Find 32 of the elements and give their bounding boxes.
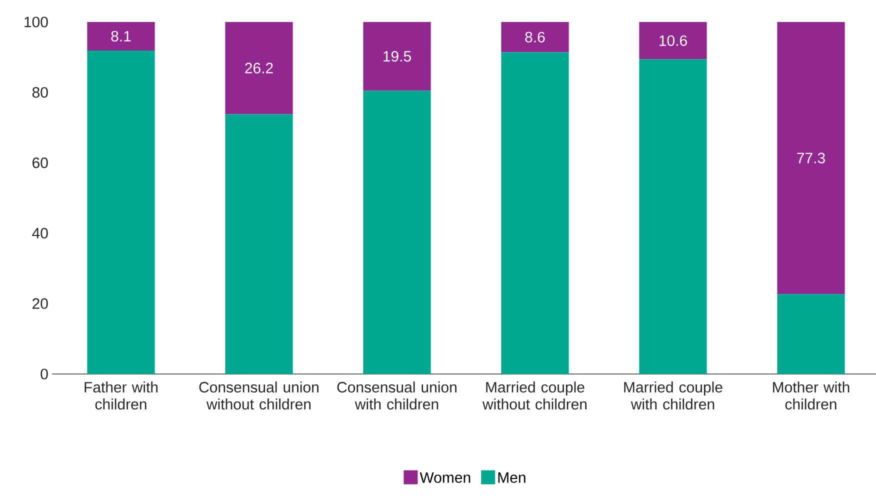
y-tick-label: 80: [32, 87, 48, 98]
bar: [225, 114, 293, 374]
bar: [501, 22, 569, 52]
bar: [777, 22, 845, 294]
bar: [639, 22, 707, 60]
y-tick-label: 20: [32, 298, 48, 309]
data-label: 10.6: [660, 35, 687, 46]
data-label: 8.6: [525, 32, 545, 42]
x-tick-label: Consensual union with children: [337, 382, 456, 410]
x-tick-label: Married couple with children: [624, 382, 722, 410]
data-label: 26.2: [245, 62, 273, 74]
y-tick-label: 40: [32, 228, 48, 239]
bar: [501, 52, 569, 374]
bar: [363, 90, 431, 374]
bar: [363, 22, 431, 91]
bar: [639, 59, 707, 374]
bar: [87, 50, 155, 374]
x-tick-label: Father with children: [84, 382, 158, 410]
legend-label: Women: [420, 472, 470, 483]
legend-label: Men: [498, 472, 526, 483]
x-tick-label: Consensual union without children: [199, 382, 318, 410]
y-tick-label: 0: [40, 368, 48, 380]
data-label: 19.5: [384, 51, 411, 62]
bar: [777, 294, 845, 374]
data-label: 77.3: [797, 152, 825, 164]
x-tick-label: Married couple without children: [482, 382, 587, 410]
y-tick-label: 60: [32, 157, 48, 168]
bar: [225, 22, 293, 114]
y-tick-label: 100: [24, 16, 48, 28]
bar: [87, 22, 155, 51]
x-tick-label: Mother with children: [773, 382, 850, 410]
data-label: 8.1: [111, 30, 131, 42]
